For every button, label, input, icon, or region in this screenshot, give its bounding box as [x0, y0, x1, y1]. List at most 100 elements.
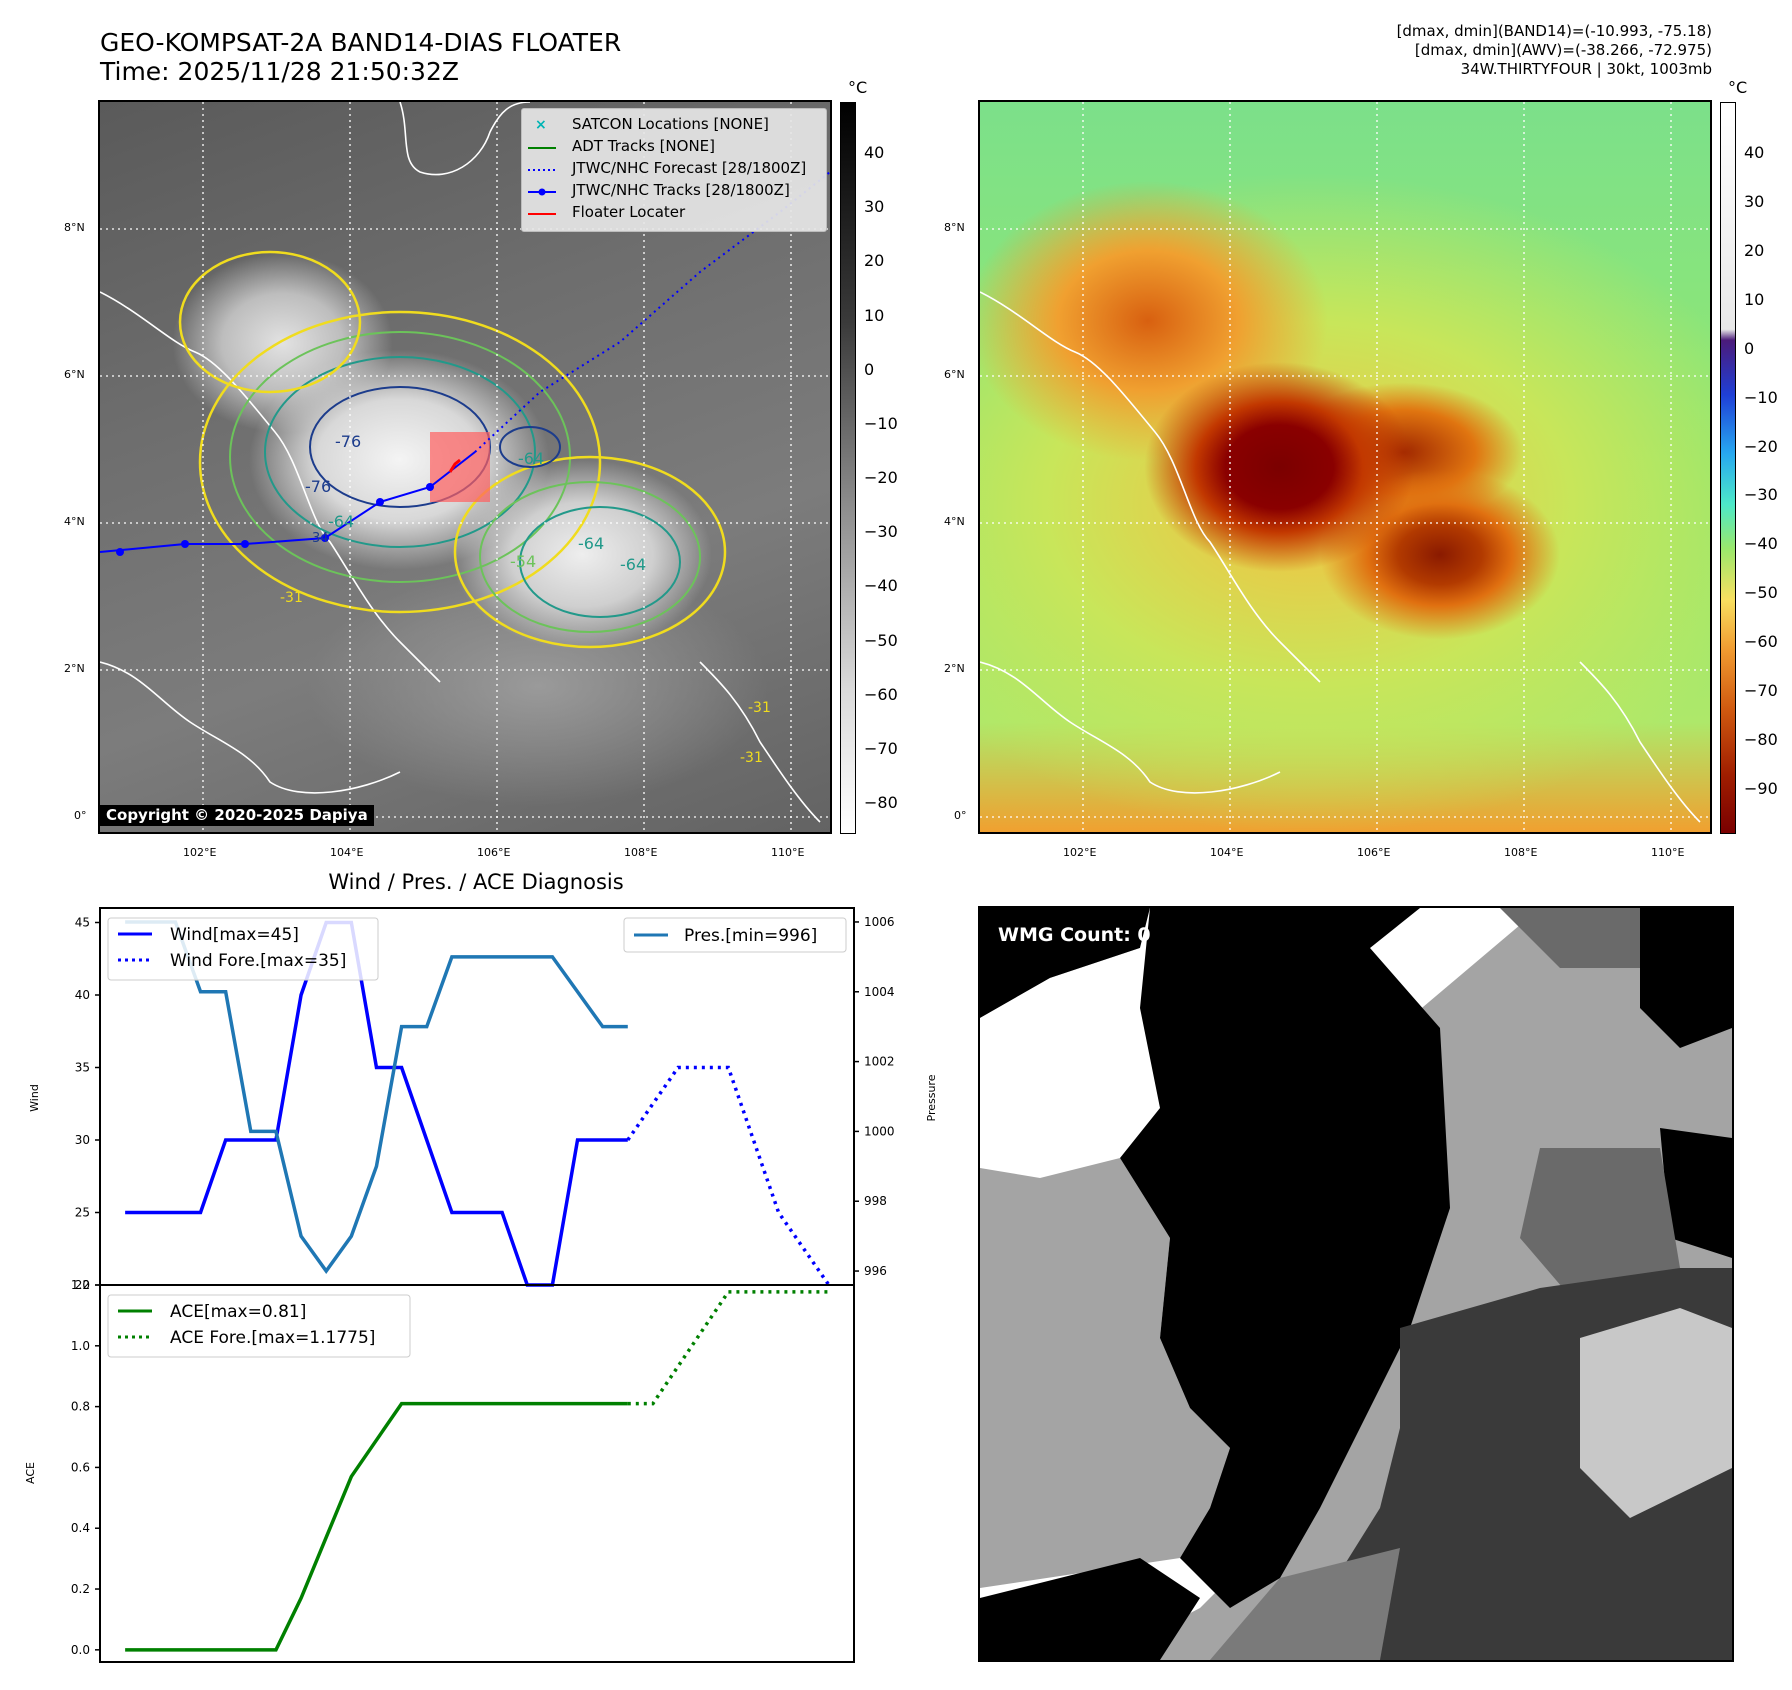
ir-lat-label: 4°N	[64, 515, 85, 528]
wmg-black-region-ne	[1640, 908, 1732, 1048]
ir-lat-label: 8°N	[64, 221, 85, 234]
wmg-image	[980, 908, 1732, 1660]
ir-colorbar-tick-label: −40	[864, 576, 898, 596]
contour-label: -64	[578, 534, 604, 553]
contour-label: -54	[510, 552, 536, 571]
ir-lon-label: 102°E	[183, 846, 217, 859]
ir-lat-label: 2°N	[64, 662, 85, 675]
pressure-tick-label: 996	[864, 1264, 887, 1278]
wind-axis-label: Wind	[28, 1084, 41, 1112]
pressure-tick-label: 1006	[864, 915, 895, 929]
ir-contour-navy-2	[499, 426, 561, 468]
series-line-wind-fore-	[626, 1065, 831, 1286]
wmg-mid-patch	[1210, 1548, 1400, 1660]
wmg-black-region-sw	[980, 1558, 1200, 1660]
wind-tick-label: 35	[75, 1061, 90, 1075]
satcon-marker-icon: ×	[535, 117, 547, 133]
awv-coastline-peninsula	[980, 291, 1321, 683]
pressure-tick-label: 1004	[864, 985, 895, 999]
ir-lon-label: 106°E	[477, 846, 511, 859]
ace-tick-label: 0.4	[71, 1521, 90, 1535]
awv-colorbar-tick-label: −70	[1744, 681, 1778, 701]
wind-fore-legend-label: Wind Fore.[max=35]	[170, 951, 346, 971]
ir-coastline-borneo	[699, 661, 821, 823]
jtwc-track-line	[100, 451, 476, 553]
contour-label: -64	[620, 555, 646, 574]
ace-tick-label: 0.2	[71, 1582, 90, 1596]
awv-colorbar	[1720, 102, 1736, 834]
awv-colorbar-tick-label: 10	[1744, 289, 1765, 309]
diagnosis-chart: Wind / Pres. / ACE Diagnosis Wind Pressu…	[24, 870, 938, 1663]
wmg-black-region-nw	[980, 908, 1150, 1018]
awv-colorbar-tick-label: −30	[1744, 485, 1778, 505]
floater-locater-box	[430, 432, 490, 502]
legend-tracks-label: JTWC/NHC Tracks [28/1800Z]	[572, 181, 790, 199]
awv-colorbar-tick-label: −80	[1744, 730, 1778, 750]
wind-tick-label: 30	[75, 1133, 90, 1147]
ir-contour-green-2	[479, 481, 701, 633]
copyright-label: Copyright © 2020-2025 Dapiya	[100, 805, 374, 826]
tracks-marker	[538, 188, 546, 196]
awv-colorbar-tick-label: −60	[1744, 632, 1778, 652]
awv-lon-label: 108°E	[1504, 846, 1538, 859]
ir-coastline-peninsula	[100, 291, 441, 683]
awv-colorbar-tick-label: 20	[1744, 240, 1765, 260]
awv-lat-label: 4°N	[944, 515, 965, 528]
awv-lat-label: 0°	[954, 809, 967, 822]
ir-satellite-map: -76 -76 -64 -64 -64 -64 -54 -31 -31 -31 …	[98, 100, 832, 834]
ir-colorbar-tick-label: −60	[864, 684, 898, 704]
ir-lon-label: 108°E	[624, 846, 658, 859]
ir-colorbar-tick-label: 40	[864, 143, 885, 162]
ir-lon-label: 104°E	[330, 846, 364, 859]
series-line-ace-fore-	[627, 1290, 829, 1406]
jtwc-track-points	[116, 483, 434, 556]
wind-legend-label: Wind[max=45]	[170, 925, 299, 945]
wmg-black-core	[1120, 908, 1450, 1608]
diagnosis-title: Wind / Pres. / ACE Diagnosis	[328, 870, 623, 894]
awv-coastline-sumatra	[980, 661, 1281, 794]
ir-colorbar-tick-label: −70	[864, 738, 898, 758]
wmg-count-label: WMG Count: 0	[998, 924, 1151, 946]
pressure-legend-label: Pres.[min=996]	[684, 926, 817, 946]
floater-locater-line	[448, 458, 461, 473]
awv-colorbar-tick-label: 0	[1744, 338, 1755, 358]
awv-colorbar-unit: °C	[1728, 78, 1748, 97]
wind-tick-label: 40	[75, 988, 90, 1002]
ir-contour-yellow	[198, 310, 602, 614]
wind-tick-label: 25	[75, 1206, 90, 1220]
ir-contour-yellow-3	[178, 250, 362, 394]
wmg-darkgray-patch	[1500, 908, 1640, 968]
ir-coastline-north	[399, 102, 531, 176]
figure-title: GEO-KOMPSAT-2A BAND14-DIAS FLOATER	[100, 28, 622, 57]
wind-tick-label: 20	[75, 1278, 90, 1292]
pressure-tick-label: 1002	[864, 1055, 895, 1069]
ir-colorbar-tick-label: 30	[864, 197, 885, 217]
pressure-tick-label: 998	[864, 1194, 887, 1208]
legend-forecast-label: JTWC/NHC Forecast [28/1800Z]	[572, 159, 807, 177]
awv-colorbar-tick-label: 40	[1744, 143, 1765, 162]
series-line-ace	[125, 1401, 628, 1652]
awv-colorbar-tick-label: −40	[1744, 534, 1778, 554]
ace-tick-label: 1.0	[71, 1339, 90, 1353]
awv-lat-label: 6°N	[944, 368, 965, 381]
contour-label: -31	[740, 750, 763, 766]
band14-range-text: [dmax, dmin](BAND14)=(-10.993, -75.18)	[1396, 22, 1712, 40]
legend-adt-label: ADT Tracks [NONE]	[572, 137, 716, 155]
awv-lat-label: 8°N	[944, 221, 965, 234]
ace-tick-label: 0.0	[71, 1643, 90, 1657]
ir-colorbar-tick-label: 10	[864, 305, 885, 325]
ir-lon-label: 110°E	[771, 846, 805, 859]
track-label: 34	[312, 531, 329, 546]
ace-legend: ACE[max=0.81] ACE Fore.[max=1.1775]	[107, 1294, 411, 1358]
contour-label: -31	[748, 700, 771, 716]
ace-tick-label: 0.8	[71, 1400, 90, 1414]
ace-fore-legend-label: ACE Fore.[max=1.1775]	[170, 1328, 375, 1348]
wind-legend: Wind[max=45] Wind Fore.[max=35]	[107, 917, 379, 981]
contour-label: -31	[280, 590, 303, 606]
ir-lat-label: 6°N	[64, 368, 85, 381]
legend-satcon-label: SATCON Locations [NONE]	[572, 115, 769, 133]
awv-map-overlay	[980, 102, 1710, 832]
awv-range-text: [dmax, dmin](AWV)=(-38.266, -72.975)	[1414, 41, 1712, 59]
legend-floater-label: Floater Locater	[572, 203, 686, 221]
ir-colorbar-unit: °C	[848, 78, 868, 97]
